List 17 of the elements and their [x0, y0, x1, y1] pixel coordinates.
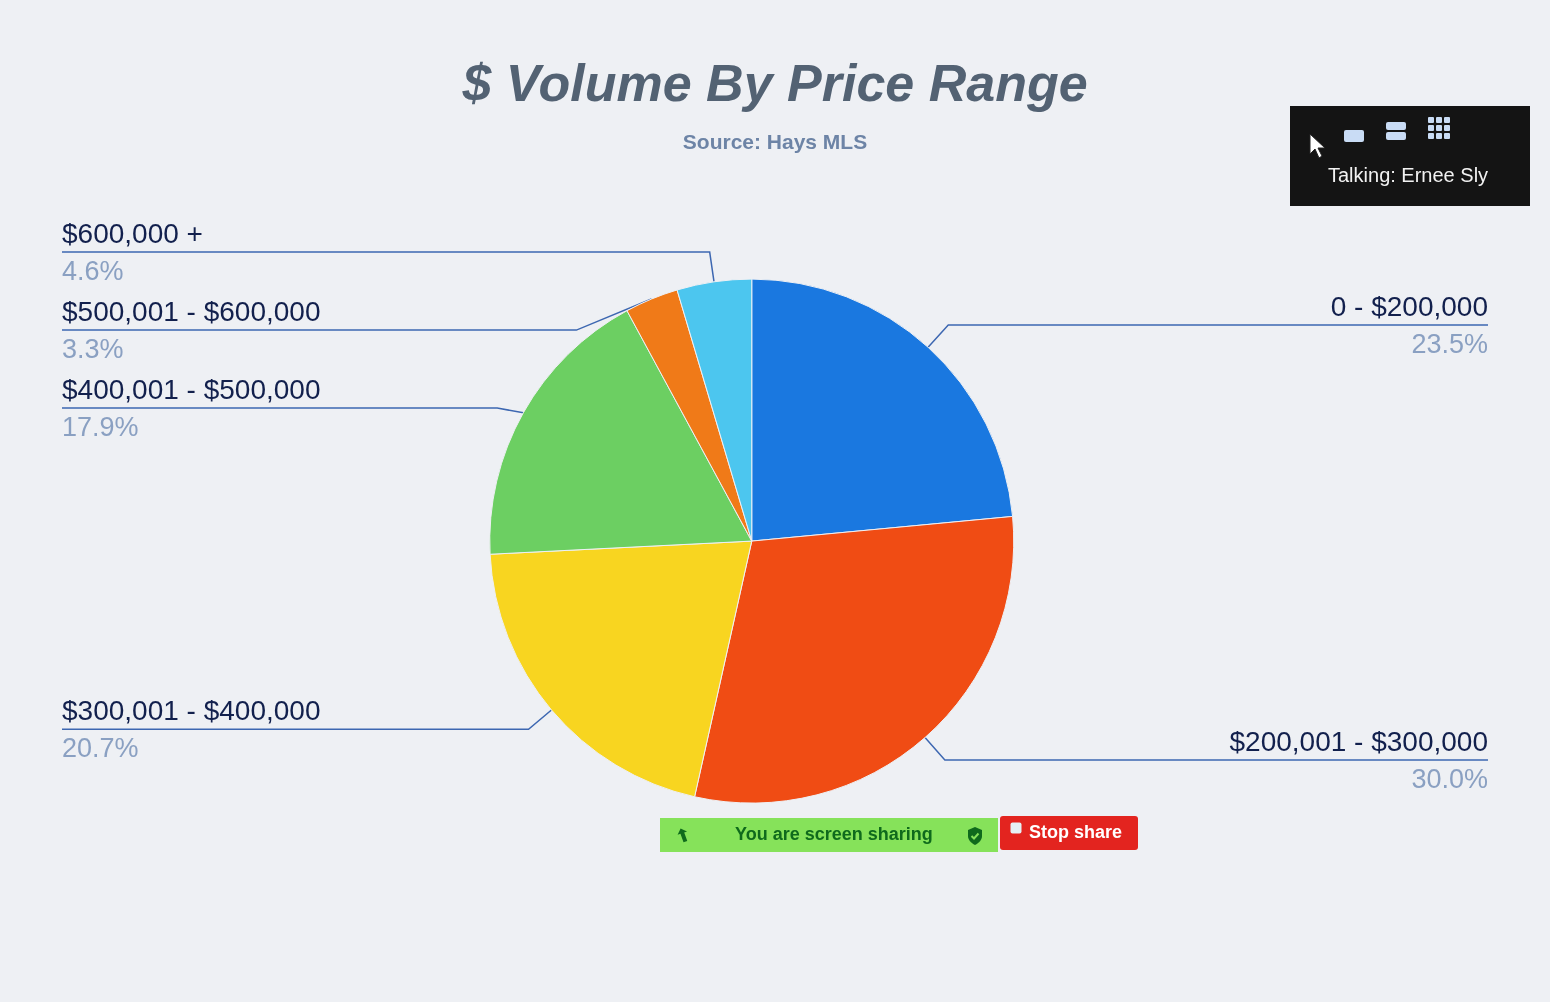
data-label: 30.0%	[1411, 764, 1488, 795]
data-label: 23.5%	[1411, 329, 1488, 360]
slice-label: $400,001 - $500,000	[62, 373, 321, 405]
stop-share-button: Stop share	[1000, 816, 1138, 850]
source-note: Source: Hays MLS	[682, 130, 868, 153]
data-label: 17.9%	[62, 412, 139, 443]
slice-label: $300,001 - $400,000	[62, 694, 321, 726]
data-label: 3.3%	[62, 334, 124, 365]
slice-label: $200,001 - $300,000	[1229, 725, 1488, 757]
slice-label: $600,000 +	[62, 217, 203, 249]
status-banner: You are screen sharing	[660, 818, 998, 852]
data-label: 4.6%	[62, 256, 124, 287]
data-label: 20.7%	[62, 733, 139, 764]
slice-label: $500,001 - $600,000	[62, 295, 321, 327]
chart-title: $ Volume By Price Range	[461, 54, 1088, 112]
slice-label: 0 - $200,000	[1330, 290, 1488, 322]
toolbar-panel: Talking: Ernee Sly	[1290, 106, 1530, 206]
